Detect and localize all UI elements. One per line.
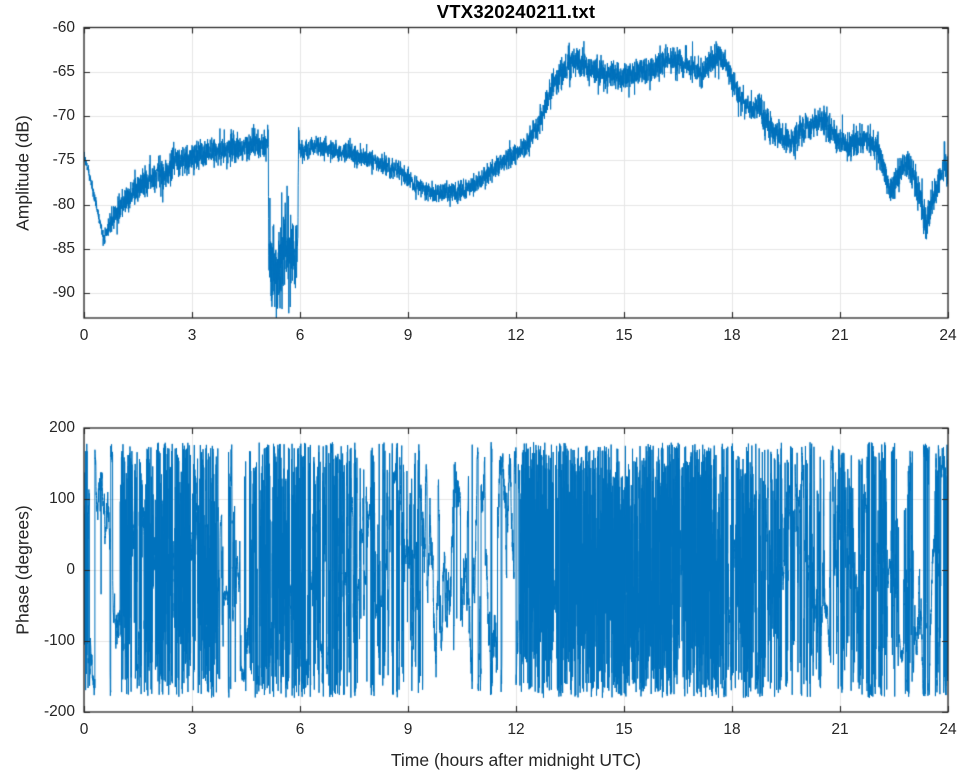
y-tick-label: -70 — [52, 107, 75, 125]
y-tick-label: -85 — [52, 239, 75, 257]
x-tick-label: 9 — [403, 327, 413, 344]
x-tick-label: 21 — [831, 327, 849, 344]
y-tick-label: 100 — [49, 490, 75, 507]
x-tick-label: 21 — [831, 721, 849, 738]
y-tick-label: -100 — [43, 632, 75, 649]
x-tick-label: 15 — [615, 721, 633, 738]
x-tick-label: 0 — [79, 721, 89, 738]
x-tick-label: 15 — [615, 327, 633, 344]
time-x-axis-label: Time (hours after midnight UTC) — [390, 750, 642, 770]
y-tick-label: 200 — [49, 419, 75, 436]
x-tick-label: 12 — [507, 721, 525, 738]
x-tick-label: 24 — [939, 327, 957, 344]
x-tick-label: 18 — [723, 721, 741, 738]
x-tick-label: 6 — [295, 327, 305, 344]
y-tick-label: -90 — [52, 284, 75, 302]
x-tick-label: 9 — [403, 721, 413, 738]
figure-title: VTX320240211.txt — [436, 1, 596, 22]
y-tick-label: -65 — [52, 62, 75, 80]
y-tick-label: -200 — [43, 703, 75, 720]
y-tick-label: -80 — [52, 195, 75, 213]
x-tick-label: 12 — [507, 327, 525, 344]
x-tick-label: 24 — [939, 721, 957, 738]
x-tick-label: 6 — [295, 721, 305, 738]
x-tick-label: 3 — [187, 327, 197, 344]
x-tick-label: 0 — [79, 327, 89, 344]
y-tick-label: -60 — [52, 18, 75, 36]
y-tick-label: -75 — [52, 151, 75, 169]
y-tick-label: 0 — [66, 561, 75, 578]
x-tick-label: 3 — [187, 721, 197, 738]
x-tick-label: 18 — [723, 327, 741, 344]
